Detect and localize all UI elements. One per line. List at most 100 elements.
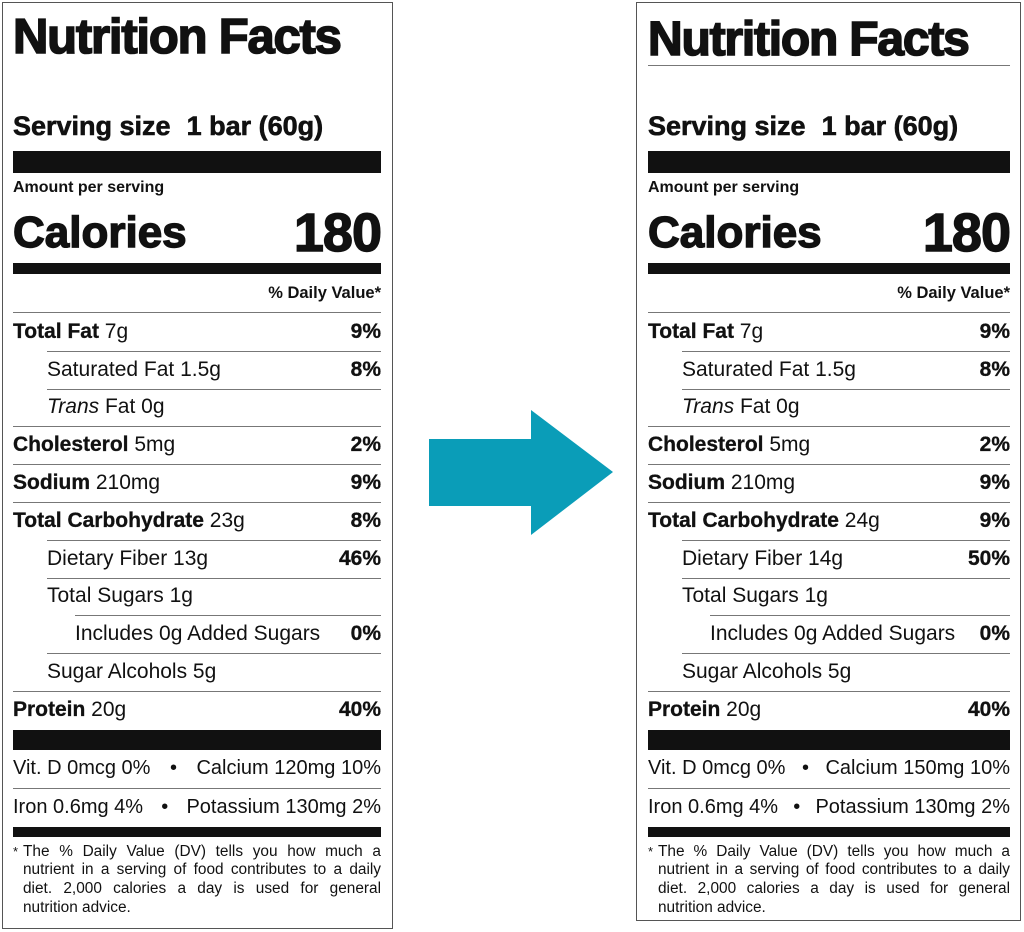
nutrient-name: Total Sugars 1g bbox=[13, 584, 193, 608]
nutrient-row: Dietary Fiber 13g 46% bbox=[13, 539, 381, 578]
vitamin-right: Calcium 120mg 10% bbox=[196, 757, 381, 780]
calories-row: Calories 180 bbox=[647, 202, 1012, 263]
nutrient-amount: 24g bbox=[838, 508, 880, 532]
nutrient-name-italic: Trans bbox=[47, 395, 100, 419]
nutrient-daily-value: 2% bbox=[350, 433, 381, 457]
vitamin-row: Iron 0.6mg 4% • Potassium 130mg 2% bbox=[13, 787, 381, 827]
nutrient-daily-value: 2% bbox=[979, 433, 1010, 457]
divider bbox=[648, 826, 1010, 837]
nutrient-label: Cholesterol bbox=[648, 433, 764, 457]
nutrient-daily-value: 40% bbox=[967, 697, 1010, 721]
vitamin-left: Vit. D 0mcg 0% bbox=[648, 757, 786, 780]
nutrient-name: Sodium 210mg bbox=[648, 471, 795, 495]
nutrient-row: Saturated Fat 1.5g 8% bbox=[648, 350, 1010, 389]
nutrient-label: Fat bbox=[99, 395, 136, 419]
nutrient-label: Fat bbox=[734, 395, 771, 419]
nutrient-daily-value: 8% bbox=[350, 357, 381, 381]
bullet-separator: • bbox=[793, 796, 801, 819]
nutrient-amount: 0g bbox=[135, 395, 165, 419]
nutrient-amount: 7g bbox=[98, 319, 129, 343]
nutrient-label: Protein bbox=[648, 697, 721, 721]
nutrient-label: Includes 0g Added Sugars bbox=[75, 622, 321, 646]
nutrient-name: Total Carbohydrate 23g bbox=[13, 509, 245, 533]
nutrient-amount: 1.5g bbox=[174, 357, 221, 381]
nutrient-row: Cholesterol 5mg 2% bbox=[13, 426, 381, 464]
nutrient-name: Protein 20g bbox=[648, 698, 761, 722]
vitamin-left: Iron 0.6mg 4% bbox=[13, 796, 144, 819]
footnote-mark: * bbox=[648, 843, 654, 859]
nutrient-name: Sodium 210mg bbox=[13, 471, 160, 495]
daily-value-header: % Daily Value* bbox=[13, 274, 381, 313]
title-block: Nutrition Facts bbox=[12, 3, 381, 101]
nutrient-amount: 1g bbox=[798, 584, 828, 608]
nutrient-name: Saturated Fat 1.5g bbox=[648, 358, 856, 382]
footnote: * The % Daily Value (DV) tells you how mu… bbox=[13, 837, 381, 917]
nutrient-name: Trans Fat 0g bbox=[13, 395, 165, 419]
label-title: Nutrition Facts bbox=[12, 9, 343, 65]
vitamin-row: Iron 0.6mg 4% • Potassium 130mg 2% bbox=[648, 787, 1010, 827]
nutrient-row: Total Carbohydrate 24g 9% bbox=[648, 501, 1010, 540]
nutrient-name: Includes 0g Added Sugars bbox=[13, 622, 320, 646]
vitamin-left: Iron 0.6mg 4% bbox=[648, 796, 779, 819]
nutrient-name-italic: Trans bbox=[682, 395, 735, 419]
nutrient-amount: 13g bbox=[167, 546, 209, 570]
vitamin-right: Potassium 130mg 2% bbox=[815, 796, 1010, 819]
nutrient-label: Total Fat bbox=[648, 319, 734, 343]
nutrient-label: Cholesterol bbox=[13, 433, 129, 457]
nutrient-row: Total Sugars 1g bbox=[13, 577, 381, 616]
nutrient-amount: 5mg bbox=[128, 433, 176, 457]
arrow-shape bbox=[429, 410, 613, 535]
nutrient-label: Sugar Alcohols bbox=[47, 660, 188, 684]
nutrient-amount: 14g bbox=[802, 546, 844, 570]
nutrient-row: Trans Fat 0g bbox=[648, 388, 1010, 427]
nutrient-name: Includes 0g Added Sugars bbox=[648, 622, 955, 646]
nutrient-name: Total Sugars 1g bbox=[648, 584, 828, 608]
nutrient-row: Trans Fat 0g bbox=[13, 388, 381, 427]
divider bbox=[13, 826, 381, 837]
nutrient-daily-value: 9% bbox=[979, 471, 1010, 495]
nutrient-row: Saturated Fat 1.5g 8% bbox=[13, 350, 381, 389]
nutrient-row: Dietary Fiber 14g 50% bbox=[648, 539, 1010, 578]
medium-divider bbox=[648, 263, 1010, 274]
nutrient-row: Sugar Alcohols 5g bbox=[648, 653, 1010, 691]
nutrient-label: Sodium bbox=[648, 471, 725, 495]
amount-per-serving: Amount per serving bbox=[648, 179, 800, 196]
vitamin-right: Calcium 150mg 10% bbox=[825, 757, 1010, 780]
nutrient-amount: 1g bbox=[163, 584, 193, 608]
serving-size-value: 1 bar (60g) bbox=[821, 110, 959, 141]
calories-label: Calories bbox=[12, 207, 187, 257]
daily-value-header: % Daily Value* bbox=[648, 274, 1010, 313]
bullet-separator: • bbox=[161, 796, 169, 819]
nutrient-name: Dietary Fiber 13g bbox=[13, 547, 208, 571]
nutrient-daily-value: 8% bbox=[979, 357, 1010, 381]
nutrient-row: Cholesterol 5mg 2% bbox=[648, 426, 1010, 464]
nutrient-label: Sugar Alcohols bbox=[682, 660, 823, 684]
nutrient-amount: 5g bbox=[187, 660, 217, 684]
nutrient-name: Cholesterol 5mg bbox=[648, 433, 810, 457]
nutrient-amount: 5mg bbox=[763, 433, 811, 457]
nutrient-row: Includes 0g Added Sugars 0% bbox=[13, 615, 381, 653]
nutrient-name: Cholesterol 5mg bbox=[13, 433, 175, 457]
nutrient-row: Total Fat 7g 9% bbox=[13, 313, 381, 351]
nutrient-row: Total Sugars 1g bbox=[648, 577, 1010, 616]
nutrient-name: Dietary Fiber 14g bbox=[648, 547, 843, 571]
footnote-text: The % Daily Value (DV) tells you how muc… bbox=[658, 842, 1010, 916]
footnote-text: The % Daily Value (DV) tells you how muc… bbox=[23, 842, 381, 916]
nutrient-daily-value: 9% bbox=[350, 319, 381, 343]
nutrient-daily-value: 9% bbox=[979, 508, 1010, 532]
thick-divider bbox=[13, 729, 381, 750]
nutrient-daily-value: 9% bbox=[350, 471, 381, 495]
calories-value: 180 bbox=[922, 202, 1012, 263]
nutrient-label: Includes 0g Added Sugars bbox=[710, 622, 956, 646]
nutrient-label: Dietary Fiber bbox=[47, 546, 168, 570]
nutrition-label-before: Nutrition Facts Serving size 1 bar (60g) Am… bbox=[2, 2, 393, 929]
nutrient-label: Sodium bbox=[13, 471, 90, 495]
nutrient-daily-value: 40% bbox=[338, 697, 381, 721]
nutrient-amount: 210mg bbox=[90, 471, 161, 495]
nutrient-row: Total Carbohydrate 23g 8% bbox=[13, 501, 381, 540]
nutrient-label: Saturated Fat bbox=[682, 357, 810, 381]
nutrient-label: Protein bbox=[13, 697, 86, 721]
nutrient-name: Saturated Fat 1.5g bbox=[13, 358, 221, 382]
thick-divider bbox=[648, 151, 1010, 173]
title-block: Nutrition Facts bbox=[647, 3, 1010, 101]
